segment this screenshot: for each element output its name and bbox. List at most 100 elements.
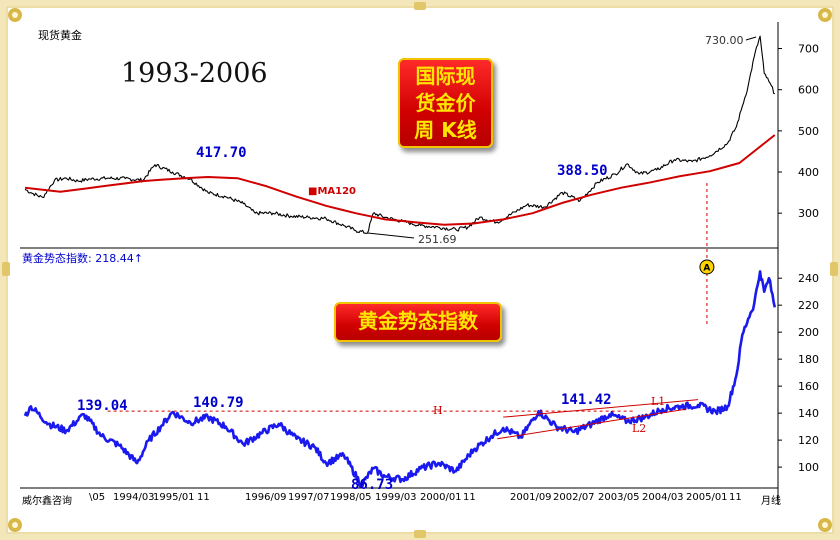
data-point xyxy=(385,219,386,220)
data-point xyxy=(627,163,628,164)
data-point xyxy=(479,217,480,218)
data-point xyxy=(314,446,315,447)
data-point xyxy=(644,417,645,418)
data-point xyxy=(66,178,67,179)
title-line-2: 货金价 xyxy=(415,91,476,115)
data-point xyxy=(759,271,760,272)
peak-pointer xyxy=(745,36,757,41)
y-tick-label: 500 xyxy=(798,125,819,138)
data-point xyxy=(266,186,267,187)
data-point xyxy=(402,479,403,480)
data-point xyxy=(420,468,421,469)
data-point xyxy=(24,187,25,188)
annotation-139-04: 139.04 xyxy=(77,398,128,414)
annotation-l1: L1 xyxy=(651,395,666,408)
data-point xyxy=(473,449,474,450)
y-tick-label: 700 xyxy=(798,43,819,56)
x-tick-label: 2002/07 xyxy=(553,492,595,503)
data-point xyxy=(556,426,557,427)
data-point xyxy=(748,85,749,86)
data-point xyxy=(754,56,755,57)
data-point xyxy=(680,406,681,407)
data-point xyxy=(455,229,456,230)
data-point xyxy=(597,182,598,183)
data-point xyxy=(520,437,521,438)
x-tick-label: 月线 xyxy=(761,496,781,507)
data-point xyxy=(774,93,775,94)
data-point xyxy=(692,161,693,162)
data-point xyxy=(638,173,639,174)
data-point xyxy=(697,404,698,405)
data-point xyxy=(627,421,628,422)
y-tick-label: 600 xyxy=(798,84,819,97)
data-point xyxy=(225,196,226,197)
index-title-box: 黄金势态指数 xyxy=(334,302,502,342)
data-point xyxy=(237,178,238,179)
series-line-ma120 xyxy=(24,134,776,226)
data-point xyxy=(325,218,326,219)
data-point xyxy=(207,192,208,193)
data-point xyxy=(764,291,765,292)
y-tick-label: 220 xyxy=(798,299,819,312)
data-point xyxy=(764,73,765,74)
annotation-141-42: 141.42 xyxy=(561,392,612,408)
data-point xyxy=(148,440,149,441)
data-point xyxy=(137,462,138,463)
data-point xyxy=(455,471,456,472)
trough-pointer xyxy=(367,232,415,239)
data-point xyxy=(255,213,256,214)
data-point xyxy=(172,411,173,412)
event-marker-icon xyxy=(699,259,715,275)
data-point xyxy=(742,334,743,335)
data-point xyxy=(514,211,515,212)
data-point xyxy=(125,178,126,179)
data-point xyxy=(296,196,297,197)
data-point xyxy=(538,411,539,412)
trendline-l2 xyxy=(497,408,687,440)
data-point xyxy=(119,445,120,446)
y-tick-label: 180 xyxy=(798,353,819,366)
data-point xyxy=(172,171,173,172)
data-point xyxy=(24,415,25,416)
annotation-140-79: 140.79 xyxy=(193,395,244,411)
data-point xyxy=(414,222,415,223)
data-point xyxy=(748,318,749,319)
corner-ornament-icon xyxy=(8,8,832,532)
y-tick-label: 300 xyxy=(798,207,819,220)
ma120-text: MA120 xyxy=(317,186,357,197)
data-point xyxy=(544,206,545,207)
data-point xyxy=(142,180,143,181)
data-point xyxy=(473,223,474,224)
data-point xyxy=(30,192,31,193)
data-point xyxy=(101,186,102,187)
x-tick-label: \05 xyxy=(89,492,106,503)
data-point xyxy=(709,171,710,172)
bottom-panel-label: 黄金势态指数: 218.44↑ xyxy=(22,252,143,265)
data-point xyxy=(343,454,344,455)
data-point xyxy=(768,278,769,279)
data-point xyxy=(532,213,533,214)
data-point xyxy=(736,126,737,127)
y-tick-label: 140 xyxy=(798,407,819,420)
data-point xyxy=(272,213,273,214)
data-point xyxy=(243,444,244,445)
data-point xyxy=(261,433,262,434)
data-point xyxy=(727,143,728,144)
x-tick-label: 1999/03 xyxy=(375,492,417,503)
x-tick-label: 11 xyxy=(197,492,210,503)
annotation-l2: L2 xyxy=(632,422,647,435)
title-line-3: 周 K线 xyxy=(414,118,477,142)
data-point xyxy=(526,204,527,205)
x-tick-label: 1994/03 xyxy=(113,492,155,503)
data-point xyxy=(656,169,657,170)
data-point xyxy=(774,307,775,308)
x-tick-label: 1998/05 xyxy=(330,492,372,503)
data-point xyxy=(24,189,25,190)
x-tick-label: 11 xyxy=(729,492,742,503)
data-point xyxy=(225,426,226,427)
y-tick-label: 200 xyxy=(798,326,819,339)
data-point xyxy=(107,178,108,179)
data-point xyxy=(355,213,356,214)
data-point xyxy=(373,213,374,214)
data-point xyxy=(278,423,279,424)
